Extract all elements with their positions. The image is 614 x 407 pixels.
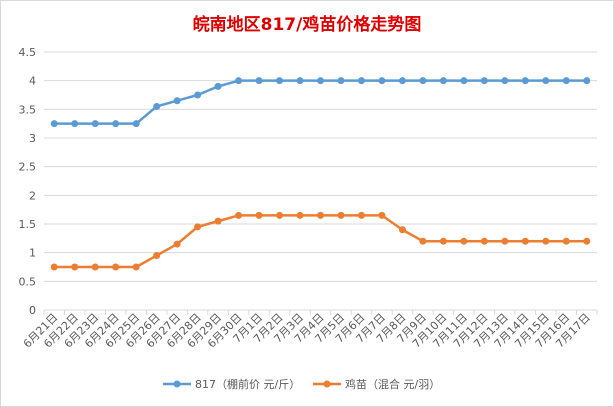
data-point	[194, 91, 202, 99]
data-point	[562, 237, 570, 245]
y-tick-label: 0	[29, 304, 36, 317]
y-tick-label: 2.5	[19, 161, 37, 174]
legend-marker	[173, 380, 181, 388]
y-tick-label: 4	[29, 75, 36, 88]
data-point	[173, 97, 181, 105]
data-point	[542, 237, 550, 245]
data-point	[132, 263, 140, 271]
data-point	[562, 77, 570, 85]
data-point	[480, 237, 488, 245]
data-point	[337, 77, 345, 85]
data-point	[521, 237, 529, 245]
data-point	[50, 263, 58, 271]
data-point	[317, 211, 324, 219]
series-layer	[50, 77, 591, 271]
data-point	[255, 77, 263, 85]
data-point	[296, 77, 304, 85]
data-point	[337, 211, 345, 219]
y-tick-label: 1.5	[19, 218, 37, 231]
data-point	[91, 263, 99, 271]
data-point	[50, 120, 58, 128]
data-point	[398, 226, 406, 234]
series-line	[54, 79, 587, 125]
y-tick-label: 2	[29, 189, 36, 202]
grid-lines	[44, 51, 597, 311]
y-tick-label: 1	[29, 247, 36, 260]
data-point	[276, 211, 284, 219]
data-point	[71, 120, 79, 128]
x-axis: 6月21日6月22日6月23日6月24日6月25日6月26日6月27日6月28日…	[21, 310, 598, 351]
data-point	[439, 77, 447, 85]
legend-label: 817（棚前价 元/斤）	[195, 377, 300, 391]
data-point	[235, 77, 243, 85]
data-point	[173, 240, 181, 248]
data-point	[480, 77, 488, 85]
data-point	[419, 237, 427, 245]
data-point	[460, 237, 468, 245]
series-1	[50, 77, 591, 128]
data-point	[153, 102, 161, 110]
data-point	[235, 211, 243, 219]
data-point	[460, 77, 468, 85]
legend-marker	[323, 380, 331, 388]
data-point	[583, 77, 591, 85]
data-point	[296, 211, 304, 219]
data-point	[153, 252, 161, 260]
data-point	[357, 211, 365, 219]
data-point	[501, 237, 509, 245]
data-point	[521, 77, 529, 85]
data-point	[357, 77, 365, 85]
data-point	[419, 77, 427, 85]
legend-label: 鸡苗（混合 元/羽）	[345, 377, 440, 391]
y-tick-label: 4.5	[19, 46, 37, 59]
data-point	[91, 120, 99, 128]
legend-item-2: 鸡苗（混合 元/羽）	[313, 377, 440, 391]
data-point	[276, 77, 284, 85]
data-point	[378, 211, 386, 219]
data-point	[132, 120, 140, 128]
data-point	[71, 263, 79, 271]
chart-title: 皖南地区817/鸡苗价格走势图	[193, 14, 422, 35]
data-point	[194, 223, 202, 231]
y-tick-label: 0.5	[19, 275, 37, 288]
data-point	[542, 77, 550, 85]
legend-item-1: 817（棚前价 元/斤）	[163, 377, 300, 391]
data-point	[439, 237, 447, 245]
data-point	[398, 77, 406, 85]
data-point	[255, 211, 263, 219]
data-point	[112, 263, 120, 271]
series-2	[50, 211, 591, 271]
data-point	[378, 77, 386, 85]
y-tick-label: 3	[29, 132, 36, 145]
data-point	[214, 82, 222, 90]
data-point	[112, 120, 120, 128]
data-point	[317, 77, 324, 85]
y-axis: 0 0.5 1 1.5 2 2.5 3 3.5 4 4.5	[19, 46, 37, 317]
legend: 817（棚前价 元/斤） 鸡苗（混合 元/羽）	[163, 377, 440, 391]
y-tick-label: 3.5	[19, 103, 37, 116]
data-point	[583, 237, 591, 245]
data-point	[501, 77, 509, 85]
data-point	[214, 217, 222, 225]
